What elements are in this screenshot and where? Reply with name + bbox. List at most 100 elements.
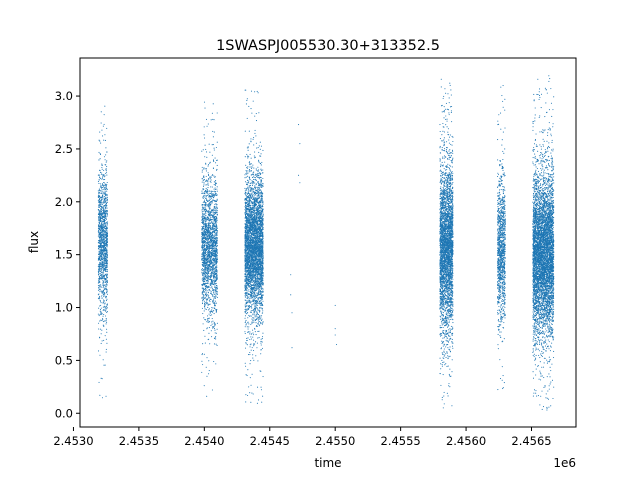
data-point — [202, 192, 204, 194]
data-point — [216, 271, 218, 273]
data-point — [105, 260, 107, 262]
data-point — [99, 220, 101, 222]
data-point — [99, 289, 101, 291]
data-point — [203, 317, 205, 319]
data-point — [98, 265, 100, 268]
data-point — [251, 321, 253, 323]
data-point — [104, 192, 106, 194]
data-point — [100, 199, 103, 201]
data-point — [102, 208, 104, 210]
data-point — [216, 257, 218, 259]
data-point — [208, 286, 210, 288]
data-point — [98, 189, 100, 191]
data-point — [101, 204, 103, 206]
data-point — [211, 323, 213, 325]
data-point — [247, 191, 249, 193]
data-point — [101, 205, 103, 207]
data-point — [106, 263, 108, 265]
data-point — [258, 196, 261, 198]
data-point — [208, 308, 211, 310]
data-point — [206, 198, 208, 200]
data-point — [106, 194, 108, 196]
data-point — [101, 198, 103, 200]
data-point — [103, 156, 106, 158]
data-point — [104, 292, 106, 295]
data-point — [255, 112, 257, 115]
data-point — [105, 283, 107, 285]
data-point — [254, 261, 256, 263]
data-point — [100, 226, 102, 228]
data-point — [260, 265, 262, 267]
data-point — [216, 275, 218, 277]
data-point — [246, 153, 248, 155]
data-point — [203, 246, 205, 248]
data-point — [258, 192, 260, 194]
data-point — [207, 290, 209, 292]
data-point — [104, 190, 106, 192]
data-point — [258, 316, 261, 318]
data-point — [215, 302, 218, 304]
data-point — [106, 257, 109, 259]
data-point — [202, 265, 204, 267]
data-point — [201, 300, 204, 302]
data-point — [202, 291, 204, 293]
data-point — [206, 255, 208, 257]
data-point — [100, 220, 102, 222]
data-point — [105, 296, 107, 298]
data-point — [211, 274, 213, 276]
data-point — [99, 285, 101, 287]
data-point — [99, 273, 101, 275]
data-point — [209, 215, 211, 217]
data-point — [201, 178, 203, 180]
data-point — [250, 323, 252, 325]
data-point — [206, 247, 208, 249]
data-point — [98, 198, 100, 200]
data-point — [202, 226, 204, 228]
data-point — [106, 229, 108, 231]
data-point — [208, 237, 210, 239]
data-point — [244, 156, 246, 158]
data-point — [101, 258, 103, 260]
data-point — [214, 176, 216, 178]
data-point — [209, 178, 211, 180]
data-point — [105, 202, 107, 204]
data-point — [212, 223, 214, 225]
data-point — [207, 282, 209, 284]
data-point — [100, 274, 102, 276]
data-point — [252, 349, 255, 352]
data-point — [258, 309, 260, 311]
data-point — [257, 297, 259, 299]
data-point — [211, 321, 213, 323]
data-point — [201, 250, 203, 252]
data-point — [105, 187, 107, 189]
data-point — [98, 228, 100, 230]
data-point — [106, 221, 108, 223]
data-point — [204, 319, 207, 321]
data-point — [99, 328, 101, 330]
data-point — [213, 256, 216, 258]
data-point — [245, 343, 247, 345]
data-point — [103, 220, 106, 222]
data-point — [213, 224, 215, 226]
data-point — [99, 204, 101, 206]
data-point — [246, 167, 248, 169]
data-point — [203, 234, 205, 236]
data-point — [211, 200, 213, 202]
data-point — [99, 242, 101, 244]
data-point — [210, 274, 212, 277]
data-point — [251, 112, 253, 114]
data-point — [106, 342, 108, 344]
data-point — [98, 256, 100, 258]
data-point — [203, 310, 205, 312]
data-point — [104, 200, 106, 202]
data-point — [207, 226, 209, 228]
data-point — [105, 242, 107, 244]
data-point — [210, 279, 212, 281]
data-point — [209, 203, 211, 205]
data-point — [208, 254, 210, 256]
data-point — [201, 225, 203, 228]
data-point — [247, 166, 249, 168]
data-point — [105, 395, 107, 397]
data-point — [203, 175, 205, 177]
data-point — [213, 297, 215, 299]
